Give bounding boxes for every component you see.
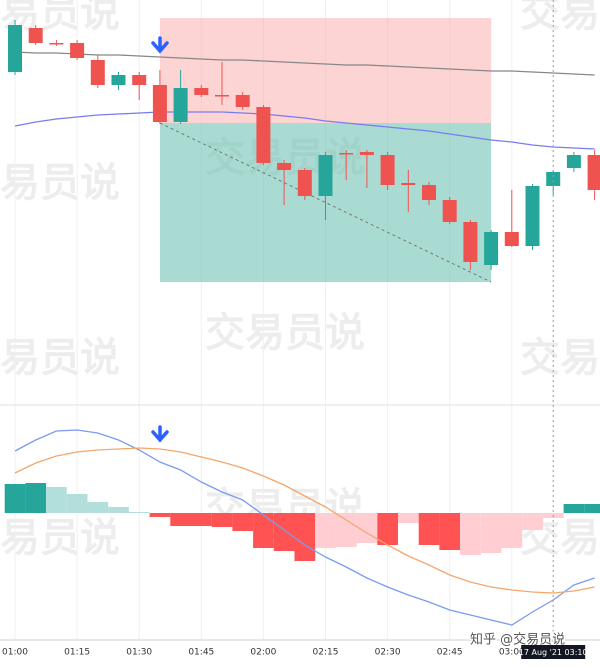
histogram-bar (418, 513, 440, 545)
histogram-bar (501, 513, 523, 548)
candle-body (339, 153, 354, 155)
histogram-bar (253, 513, 274, 548)
histogram-bar (377, 513, 398, 545)
candle-body (566, 155, 581, 168)
watermark: 交易员说 (520, 0, 600, 36)
candle-body (318, 155, 333, 196)
x-tick-label: 02:00 (250, 648, 276, 658)
histogram-bar (4, 484, 26, 513)
candle-body (70, 43, 85, 58)
crosshair-label-box (521, 645, 586, 659)
x-tick-label: 01:00 (2, 648, 28, 658)
candle-body (297, 170, 312, 196)
histogram-bar (398, 513, 419, 523)
credit: 知乎 @交易员说 (470, 632, 565, 648)
histogram-bar (191, 513, 212, 526)
indicator-pane (4, 429, 600, 626)
candle-body (277, 163, 292, 170)
candle-body (28, 28, 43, 43)
time-labels: 01:00 01:15 01:30 01:45 02:00 02:15 02:30 02:45… (2, 0, 588, 659)
x-tick-label: 01:30 (126, 648, 152, 658)
histogram-bar (128, 512, 150, 513)
x-tick-label: 02:15 (313, 648, 339, 658)
candle-body (422, 185, 436, 200)
signal-arrow (151, 425, 169, 443)
histogram-bar (460, 513, 481, 555)
candle-body (359, 152, 374, 155)
trade-path (159, 122, 492, 283)
candle-body (546, 172, 561, 186)
line (14, 111, 595, 150)
candle-body (380, 155, 395, 185)
histogram-bar (294, 513, 316, 561)
x-tick-label: 02:45 (437, 648, 463, 658)
histogram-bar (563, 504, 585, 513)
histogram-bar (522, 513, 543, 530)
candle-body (256, 107, 271, 163)
histogram-bar (232, 513, 254, 531)
x-tick-label: 02:30 (375, 648, 401, 658)
candle-body (111, 75, 126, 85)
histogram-bar (211, 513, 233, 527)
candle-body (463, 222, 478, 262)
line (14, 51, 595, 76)
stop-zone (159, 18, 492, 123)
histogram-bar (25, 483, 47, 513)
line (14, 429, 595, 626)
histogram-bar (315, 513, 336, 548)
candle-body (194, 88, 209, 95)
candle-body (152, 85, 167, 122)
watermark: 交易员说 (0, 160, 120, 206)
crosshair-label: 17 Aug '21 03:10 (519, 648, 588, 657)
candle-body (173, 88, 188, 122)
line (14, 447, 595, 594)
histogram-bar (108, 507, 129, 513)
histogram-bar (87, 502, 109, 513)
candle-body (215, 95, 229, 97)
watermark: 交易员说 (0, 335, 120, 381)
candle-body (235, 95, 250, 107)
candle-body (8, 25, 22, 72)
watermark: 交易员说 (520, 335, 600, 381)
signal-arrow (151, 36, 169, 54)
histogram-bar (584, 504, 600, 513)
watermark: 交易员说 (205, 310, 365, 356)
candle-body (525, 186, 540, 246)
histogram-bar (170, 513, 191, 526)
x-tick-label: 03:00 (499, 648, 525, 658)
histogram-bar (335, 513, 357, 547)
candle-body (484, 232, 499, 265)
candle-body (587, 155, 600, 190)
candle-body (401, 183, 416, 185)
candle-body (442, 200, 457, 222)
candle-body (90, 60, 105, 85)
candle-body (504, 232, 519, 246)
histogram-bar (480, 513, 502, 553)
histogram-bar (439, 513, 461, 550)
x-tick-label: 01:15 (64, 648, 90, 658)
histogram-bar (46, 487, 67, 513)
histogram-bar (149, 513, 171, 517)
candle-body (49, 43, 64, 45)
watermark: 交易员说 (0, 515, 120, 561)
x-tick-label: 01:45 (188, 648, 214, 658)
candle-body (132, 75, 147, 85)
histogram-bar (273, 513, 295, 551)
histogram-bar (66, 494, 88, 513)
